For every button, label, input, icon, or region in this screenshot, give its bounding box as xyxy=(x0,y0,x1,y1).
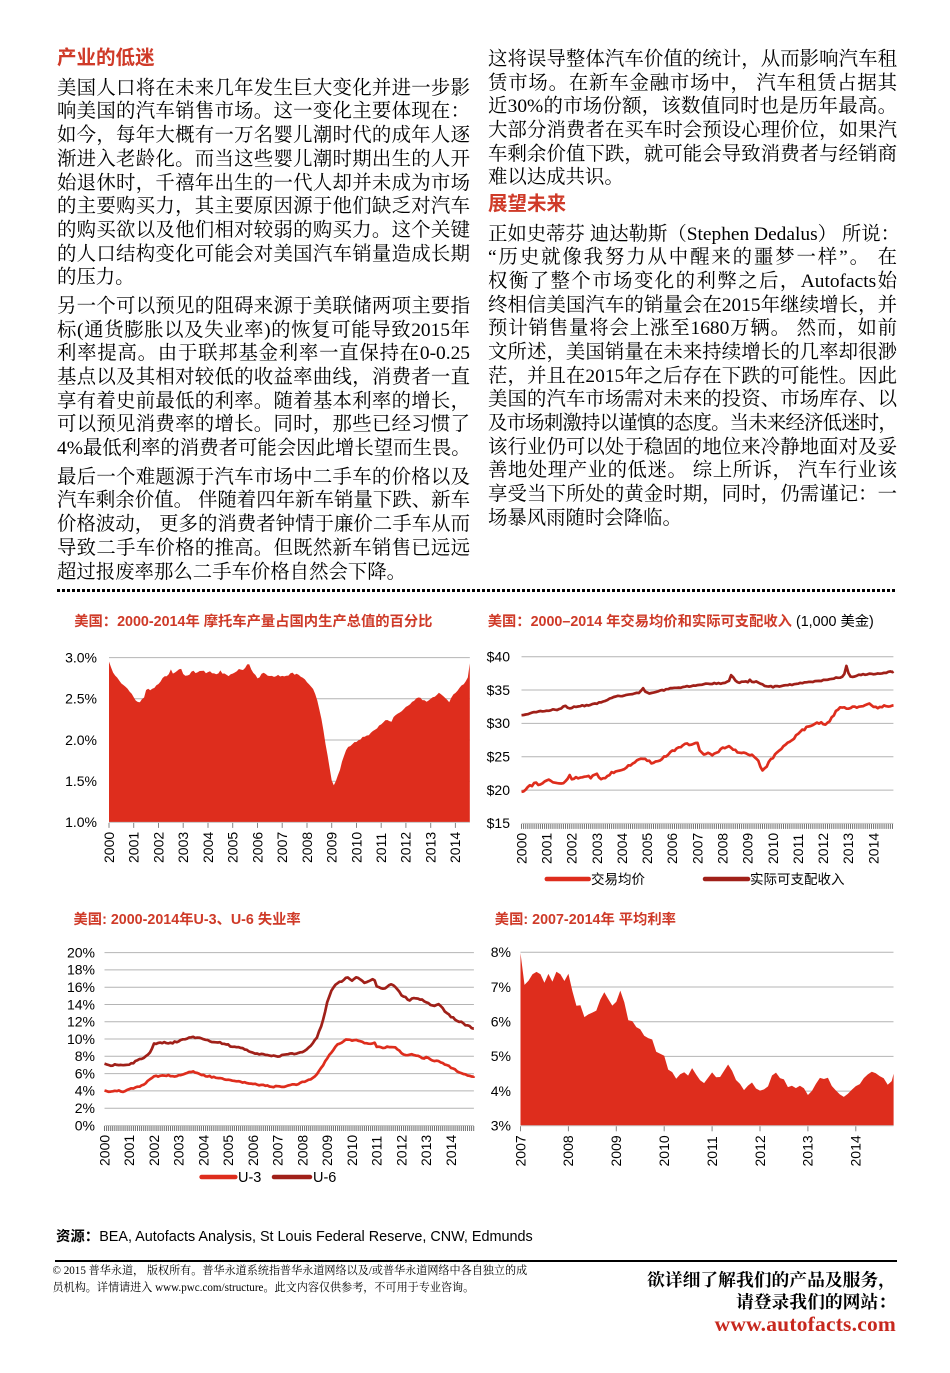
svg-text:1.0%: 1.0% xyxy=(65,814,97,830)
svg-text:2008: 2008 xyxy=(294,1135,310,1166)
svg-text:2004: 2004 xyxy=(200,832,216,863)
svg-text:2005: 2005 xyxy=(639,833,655,864)
svg-text:2002: 2002 xyxy=(564,833,580,864)
svg-text:2007: 2007 xyxy=(270,1135,286,1166)
svg-text:2010: 2010 xyxy=(344,1135,360,1166)
svg-text:2001: 2001 xyxy=(121,1135,137,1166)
svg-text:2%: 2% xyxy=(75,1100,95,1116)
svg-text:7%: 7% xyxy=(491,979,511,995)
svg-text:$15: $15 xyxy=(487,815,511,831)
svg-text:8%: 8% xyxy=(75,1048,95,1064)
svg-text:2009: 2009 xyxy=(740,833,756,864)
svg-text:1.5%: 1.5% xyxy=(65,773,97,789)
svg-text:3%: 3% xyxy=(491,1118,511,1134)
svg-text:2002: 2002 xyxy=(146,1135,162,1166)
svg-text:$30: $30 xyxy=(487,715,511,731)
svg-text:2013: 2013 xyxy=(418,1135,434,1166)
svg-text:2009: 2009 xyxy=(324,832,340,863)
svg-text:3.0%: 3.0% xyxy=(65,649,97,665)
svg-text:2010: 2010 xyxy=(765,833,781,864)
svg-text:2006: 2006 xyxy=(249,832,265,863)
svg-text:2014: 2014 xyxy=(865,833,881,864)
svg-text:18%: 18% xyxy=(67,962,95,978)
svg-text:2012: 2012 xyxy=(752,1135,768,1166)
svg-text:2000: 2000 xyxy=(96,1135,112,1166)
svg-text:2013: 2013 xyxy=(800,1135,816,1166)
svg-text:2003: 2003 xyxy=(589,833,605,864)
svg-text:20%: 20% xyxy=(67,944,95,960)
svg-text:2009: 2009 xyxy=(319,1135,335,1166)
svg-text:$20: $20 xyxy=(487,782,511,798)
svg-text:$40: $40 xyxy=(487,649,511,665)
svg-text:2.0%: 2.0% xyxy=(65,732,97,748)
svg-text:2010: 2010 xyxy=(348,832,364,863)
svg-text:2.5%: 2.5% xyxy=(65,691,97,707)
svg-text:2012: 2012 xyxy=(815,833,831,864)
svg-text:2008: 2008 xyxy=(560,1135,576,1166)
svg-text:8%: 8% xyxy=(491,944,511,960)
svg-text:2013: 2013 xyxy=(423,832,439,863)
svg-text:U-6: U-6 xyxy=(313,1170,336,1186)
svg-text:2006: 2006 xyxy=(245,1135,261,1166)
svg-text:2004: 2004 xyxy=(614,833,630,864)
svg-text:2007: 2007 xyxy=(274,832,290,863)
svg-text:2001: 2001 xyxy=(538,833,554,864)
svg-text:U-3: U-3 xyxy=(238,1170,261,1186)
svg-text:4%: 4% xyxy=(491,1083,511,1099)
svg-text:2004: 2004 xyxy=(195,1135,211,1166)
svg-text:2001: 2001 xyxy=(126,832,142,863)
svg-text:4%: 4% xyxy=(75,1083,95,1099)
svg-text:实际可支配收入: 实际可支配收入 xyxy=(750,872,845,887)
svg-text:$35: $35 xyxy=(487,682,511,698)
svg-text:2008: 2008 xyxy=(299,832,315,863)
svg-text:2003: 2003 xyxy=(175,832,191,863)
svg-text:2014: 2014 xyxy=(443,1135,459,1166)
svg-text:2006: 2006 xyxy=(664,833,680,864)
svg-text:2013: 2013 xyxy=(840,833,856,864)
svg-text:2009: 2009 xyxy=(608,1135,624,1166)
svg-text:2010: 2010 xyxy=(656,1135,672,1166)
svg-text:2007: 2007 xyxy=(689,833,705,864)
svg-text:16%: 16% xyxy=(67,979,95,995)
svg-text:2014: 2014 xyxy=(447,832,463,863)
svg-text:2012: 2012 xyxy=(398,832,414,863)
svg-text:6%: 6% xyxy=(75,1065,95,1081)
svg-text:2005: 2005 xyxy=(225,832,241,863)
svg-text:2011: 2011 xyxy=(704,1136,720,1166)
svg-text:2011: 2011 xyxy=(373,833,389,863)
svg-text:6%: 6% xyxy=(491,1014,511,1030)
svg-text:2005: 2005 xyxy=(220,1135,236,1166)
svg-text:2014: 2014 xyxy=(848,1135,864,1166)
svg-text:2012: 2012 xyxy=(393,1135,409,1166)
svg-text:5%: 5% xyxy=(491,1048,511,1064)
svg-text:2007: 2007 xyxy=(512,1135,528,1166)
svg-text:$25: $25 xyxy=(487,749,511,765)
svg-text:12%: 12% xyxy=(67,1014,95,1030)
svg-text:10%: 10% xyxy=(67,1031,95,1047)
svg-text:0%: 0% xyxy=(75,1117,95,1133)
svg-text:14%: 14% xyxy=(67,996,95,1012)
svg-text:2011: 2011 xyxy=(790,834,806,864)
svg-text:2011: 2011 xyxy=(369,1136,385,1166)
svg-text:交易均价: 交易均价 xyxy=(591,871,645,887)
svg-text:2008: 2008 xyxy=(715,833,731,864)
svg-text:2002: 2002 xyxy=(150,832,166,863)
svg-text:2000: 2000 xyxy=(513,833,529,864)
svg-text:2003: 2003 xyxy=(171,1135,187,1166)
svg-text:2000: 2000 xyxy=(101,832,117,863)
